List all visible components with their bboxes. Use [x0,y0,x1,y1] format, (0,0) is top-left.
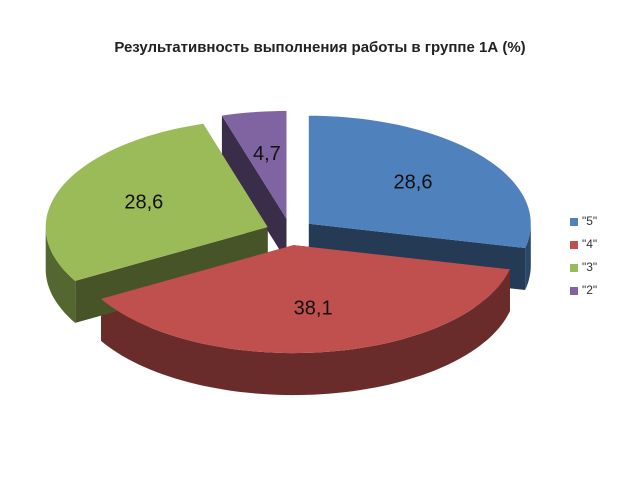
legend-swatch [570,264,578,272]
slice [221,110,287,219]
legend-label: "5" [582,214,597,228]
data-label: 4,7 [253,143,281,165]
slice-tops [45,110,531,354]
chart-title: Результативность выполнения работы в гру… [114,39,525,56]
data-label: 28,6 [394,172,433,194]
legend-swatch [570,287,578,295]
slice [45,123,268,281]
slice-side-wall [221,115,287,261]
slice [101,245,510,354]
legend-swatch [570,241,578,249]
slice [308,115,531,248]
data-label: 38,1 [294,297,333,319]
data-label: 28,6 [124,192,163,214]
legend-label: "3" [582,260,597,274]
slice-outer-wall [45,227,76,323]
legend-swatch [570,218,578,226]
legend-label: "2" [582,283,597,297]
slice-outer-wall [525,223,531,290]
legend-label: "4" [582,237,597,251]
slice-outer-wall [101,269,510,396]
